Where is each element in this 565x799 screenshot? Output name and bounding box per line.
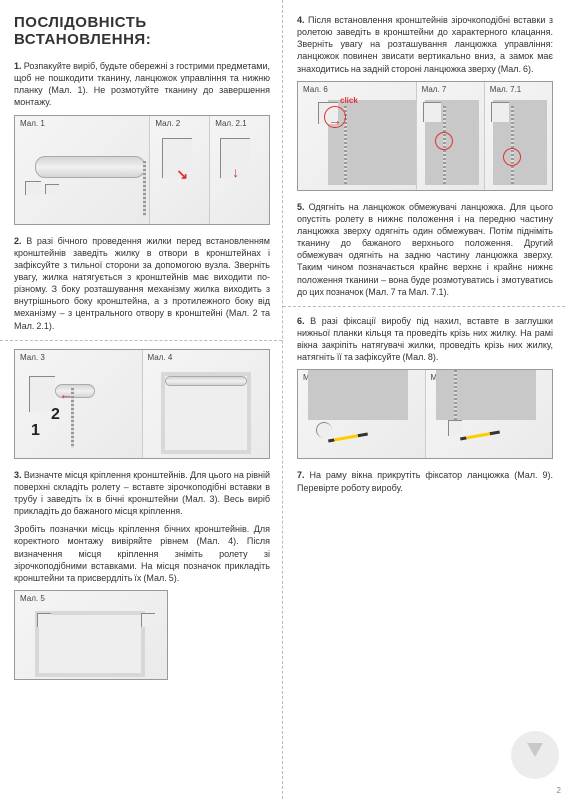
step-7: 7. На раму вікна прикрутіть фіксатор лан… xyxy=(297,469,553,493)
figure-3-4: Мал. 3 2 1 ← Мал. 4 xyxy=(14,349,270,459)
step-6: 6. В разі фіксації виробу під нахил, вст… xyxy=(297,315,553,364)
fig-label: Мал. 6 xyxy=(303,85,328,94)
step-3b: Зробіть позначки місць кріплення бічних … xyxy=(14,523,270,584)
page-title: ПОСЛІДОВНІСТЬ ВСТАНОВЛЕННЯ: xyxy=(14,14,270,48)
step-4: 4. Після встановлення кронштейнів зірочк… xyxy=(297,14,553,75)
figure-6-7: Мал. 6 click → Мал. 7 Мал. 7.1 xyxy=(297,81,553,191)
fig-label: Мал. 3 xyxy=(20,353,45,362)
fig-label: Мал. 7.1 xyxy=(490,85,521,94)
fig-label: Мал. 1 xyxy=(20,119,45,128)
figure-5: Мал. 5 xyxy=(14,590,168,680)
step-2: 2. В разі бічного проведення жилки перед… xyxy=(14,235,270,332)
figure-1-2: Мал. 1 Мал. 2 ↘ Мал. 2.1 ↓ xyxy=(14,115,270,225)
step-1: 1. Розпакуйте виріб, будьте обережні з г… xyxy=(14,60,270,109)
step-3a: 3. Визначте місця кріплення кронштейнів.… xyxy=(14,469,270,518)
fig-label: Мал. 2.1 xyxy=(215,119,246,128)
fig-label: Мал. 2 xyxy=(155,119,180,128)
click-label: click xyxy=(340,96,358,105)
watermark-icon xyxy=(511,731,559,779)
fig-label: Мал. 7 xyxy=(422,85,447,94)
fig-label: Мал. 5 xyxy=(20,594,45,603)
page-number: 2 xyxy=(557,786,561,795)
fig-label: Мал. 4 xyxy=(148,353,173,362)
figure-8-9: Мал. 8 Мал. 9 xyxy=(297,369,553,459)
step-5: 5. Одягніть на ланцюжок обмежувачі ланцю… xyxy=(297,201,553,298)
